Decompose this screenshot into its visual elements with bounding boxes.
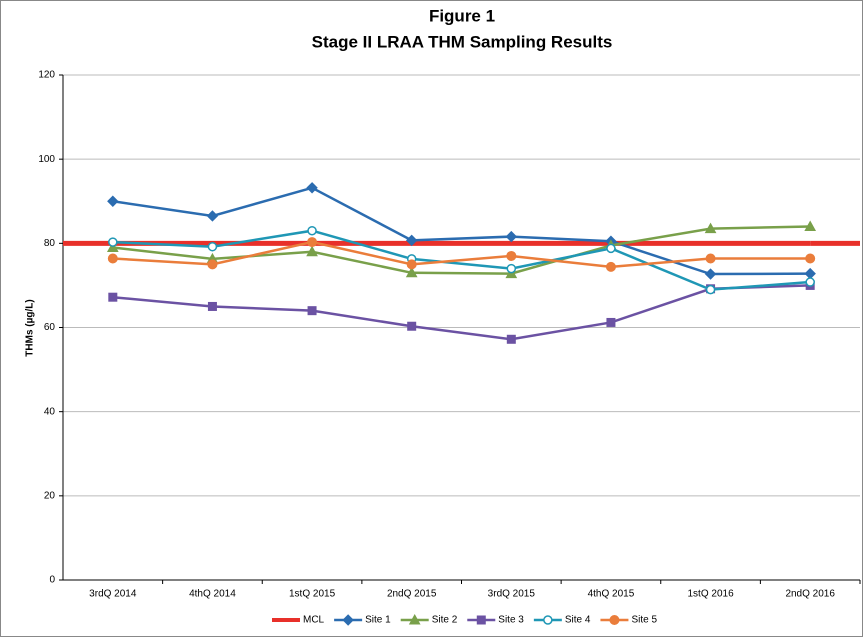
data-point [505,230,518,243]
data-point [108,237,118,247]
legend-marker [543,615,553,625]
data-point [506,250,517,261]
chart-title: Figure 1 [429,6,495,25]
legend-label: Site 2 [432,615,458,626]
data-point [805,253,816,264]
data-point [805,277,815,287]
data-point [506,334,516,344]
data-point [506,263,517,274]
legend-label: MCL [303,615,325,626]
data-point [107,253,118,264]
legend-marker [476,615,486,625]
y-tick-label: 40 [44,406,56,417]
x-tick-label: 3rdQ 2015 [488,589,536,600]
legend-marker [609,615,620,625]
y-tick-label: 0 [49,575,55,586]
y-axis-label: THMs (µg/L) [25,299,36,356]
legend-marker [342,614,354,626]
series-line [112,229,811,291]
data-point [705,253,716,264]
data-point [106,241,119,253]
data-point [307,225,317,236]
data-point [605,261,616,272]
data-point [406,259,417,270]
legend-label: Site 1 [365,615,391,626]
data-point [306,245,318,257]
series-line [112,284,811,341]
x-tick-label: 2ndQ 2015 [387,589,437,600]
y-tick-label: 60 [44,322,56,333]
data-point [307,306,317,316]
series-line [112,186,811,276]
data-point [804,220,817,231]
legend-label: Site 4 [565,615,591,626]
data-point [405,266,418,278]
data-point [207,241,218,252]
data-point [206,210,219,222]
x-tick-label: 1stQ 2015 [289,589,336,600]
series-line [112,240,811,269]
y-tick-label: 20 [44,490,56,501]
data-point [407,321,417,331]
data-point [107,195,119,207]
y-tick-label: 120 [38,70,55,81]
data-point [207,259,218,270]
data-point [705,284,716,295]
y-tick-label: 100 [38,154,55,165]
data-point [307,237,318,248]
legend-label: Site 3 [498,615,524,626]
data-point [207,301,217,311]
x-tick-label: 4thQ 2015 [588,589,635,600]
chart-subtitle: Stage II LRAA THM Sampling Results [312,32,613,51]
x-tick-label: 4thQ 2014 [189,589,236,600]
data-point [606,243,616,254]
x-tick-label: 2ndQ 2016 [785,589,835,600]
x-tick-label: 1stQ 2016 [687,589,734,600]
data-point [108,292,118,302]
data-point [704,222,717,234]
data-point [306,182,318,194]
series-line [112,225,811,275]
y-tick-label: 80 [44,238,56,249]
legend-marker [408,613,421,625]
x-tick-label: 3rdQ 2014 [89,589,137,600]
legend-label: Site 5 [631,615,657,626]
data-point [405,234,418,247]
data-point [606,317,616,327]
data-point [704,268,717,280]
